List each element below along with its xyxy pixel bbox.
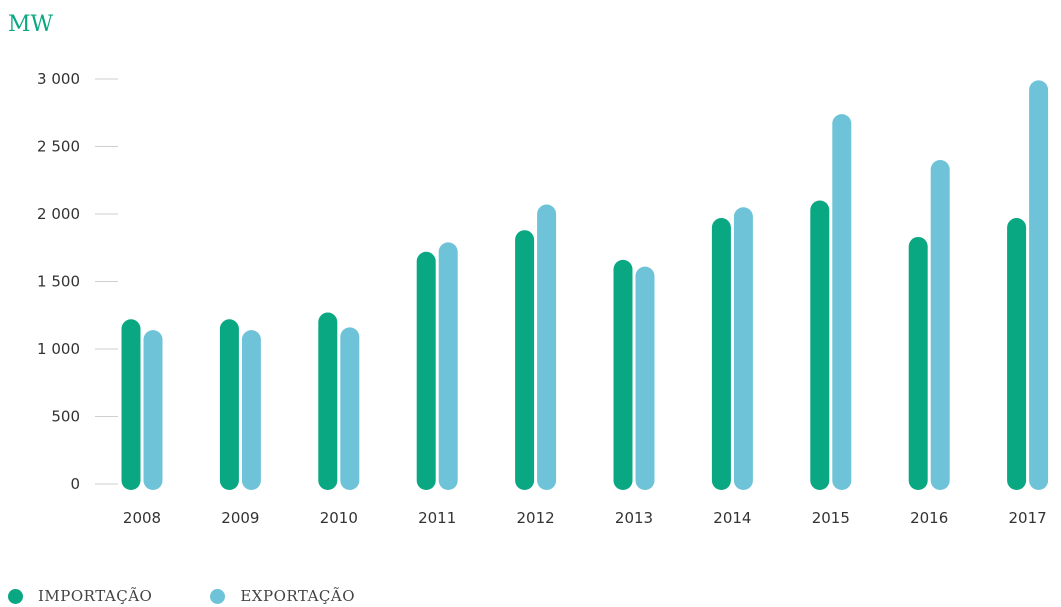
- x-tick-label: 2014: [713, 509, 751, 527]
- legend-item-export: EXPORTAÇÃO: [210, 587, 355, 605]
- bar-export: [832, 114, 852, 490]
- x-tick-label: 2012: [517, 509, 555, 527]
- x-tick-label: 2008: [123, 509, 161, 527]
- y-unit-label: MW: [8, 12, 54, 37]
- x-tick-label: 2015: [812, 509, 850, 527]
- y-tick-label: 500: [51, 408, 80, 426]
- bar-import: [711, 218, 731, 491]
- bar-export: [340, 327, 360, 490]
- bar-export: [635, 266, 655, 490]
- y-tick-label: 2 500: [37, 138, 80, 156]
- legend-swatch-import: [8, 588, 23, 604]
- x-tick-label: 2011: [418, 509, 456, 527]
- legend-item-import: IMPORTAÇÃO: [8, 587, 152, 605]
- x-tick-label: 2016: [910, 509, 948, 527]
- bar-export: [241, 330, 261, 490]
- bar-import: [1007, 218, 1027, 491]
- legend-label-export: EXPORTAÇÃO: [240, 587, 356, 605]
- x-tick-label: 2013: [615, 509, 653, 527]
- x-tick-label: 2009: [221, 509, 259, 527]
- y-tick-label: 3 000: [37, 70, 80, 88]
- y-tick-label: 0: [70, 475, 80, 493]
- bar-export: [143, 330, 163, 490]
- bar-import: [121, 319, 141, 490]
- bar-import: [219, 319, 239, 490]
- legend-label-import: IMPORTAÇÃO: [38, 587, 153, 605]
- x-tick-label: 2017: [1009, 509, 1047, 527]
- y-tick-label: 1 000: [37, 340, 80, 358]
- bar-import: [810, 200, 830, 490]
- legend: IMPORTAÇÃO EXPORTAÇÃO: [8, 587, 413, 605]
- bar-chart: 0 500 1 000 1 500 2 000 2 500 3 000 2008 2009 201…: [37, 70, 1049, 527]
- y-tick-label: 1 500: [37, 273, 80, 291]
- bar-import: [318, 312, 338, 490]
- bar-import: [613, 259, 633, 490]
- bar-import: [908, 236, 928, 490]
- y-tick-label: 2 000: [37, 205, 80, 223]
- bar-import: [416, 251, 436, 490]
- bar-export: [733, 207, 753, 490]
- bar-export: [930, 160, 950, 490]
- bar-export: [1029, 80, 1049, 490]
- bar-export: [438, 242, 458, 490]
- x-tick-label: 2010: [320, 509, 358, 527]
- legend-swatch-export: [210, 588, 226, 604]
- bar-import: [515, 230, 535, 490]
- bar-export: [537, 204, 557, 491]
